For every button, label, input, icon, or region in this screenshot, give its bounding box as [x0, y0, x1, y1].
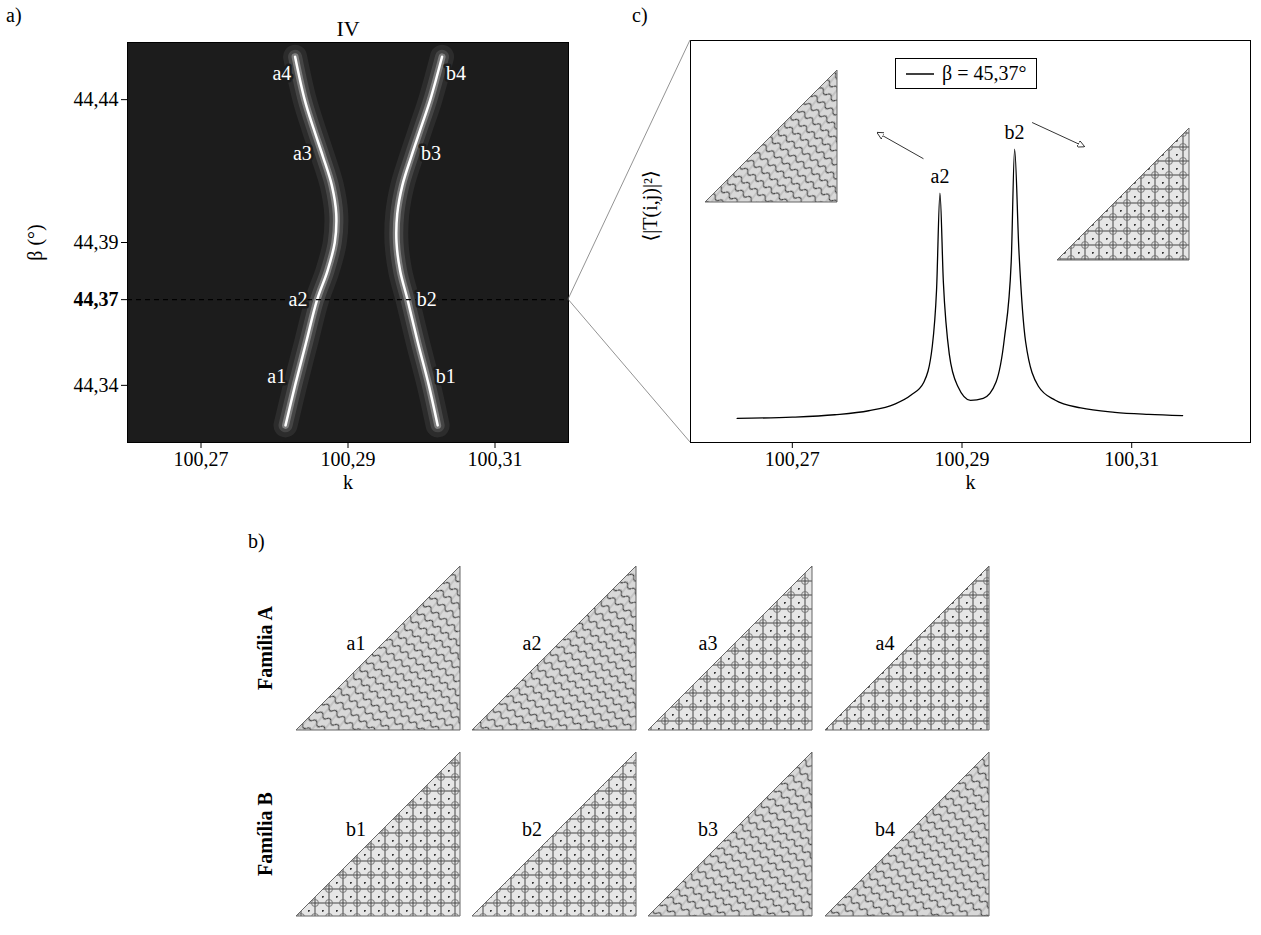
svg-text:a2: a2 [289, 288, 308, 310]
svg-text:100,29: 100,29 [935, 448, 990, 470]
svg-text:⟨|T(i,j)|²⟩: ⟨|T(i,j)|²⟩ [639, 170, 662, 241]
svg-text:a3: a3 [293, 142, 312, 164]
svg-text:b): b) [248, 530, 265, 553]
svg-text:b4: b4 [875, 818, 895, 840]
svg-text:c): c) [632, 4, 648, 27]
svg-text:b1: b1 [436, 365, 456, 387]
svg-text:b1: b1 [346, 818, 366, 840]
svg-text:b2: b2 [1005, 121, 1025, 143]
svg-text:44,44: 44,44 [74, 88, 119, 110]
svg-text:Família B: Família B [254, 792, 276, 876]
svg-text:a): a) [6, 4, 22, 27]
svg-text:b4: b4 [446, 62, 466, 84]
svg-text:a1: a1 [347, 632, 366, 654]
svg-text:b3: b3 [421, 142, 441, 164]
svg-text:100,27: 100,27 [765, 448, 820, 470]
svg-text:44,34: 44,34 [74, 374, 119, 396]
svg-text:100,31: 100,31 [1104, 448, 1159, 470]
svg-text:a1: a1 [267, 365, 286, 387]
svg-text:Família A: Família A [254, 606, 276, 690]
html-text:β = 45,37°: β = 45,37° [942, 62, 1027, 84]
svg-text:44,39: 44,39 [74, 231, 119, 253]
svg-text:100,31: 100,31 [468, 448, 523, 470]
svg-text:100,29: 100,29 [321, 448, 376, 470]
svg-text:k: k [343, 471, 353, 493]
svg-text:a2: a2 [931, 165, 950, 187]
svg-text:IV: IV [336, 16, 359, 41]
svg-text:44,37: 44,37 [74, 288, 119, 310]
svg-text:a4: a4 [272, 62, 291, 84]
svg-text:k: k [966, 471, 976, 493]
svg-text:b3: b3 [698, 818, 718, 840]
svg-text:a4: a4 [876, 632, 895, 654]
svg-text:100,27: 100,27 [174, 448, 229, 470]
svg-text:b2: b2 [417, 288, 437, 310]
svg-text:b2: b2 [522, 818, 542, 840]
svg-text:a3: a3 [699, 632, 718, 654]
svg-text:β (°): β (°) [24, 224, 47, 261]
svg-text:a2: a2 [523, 632, 542, 654]
